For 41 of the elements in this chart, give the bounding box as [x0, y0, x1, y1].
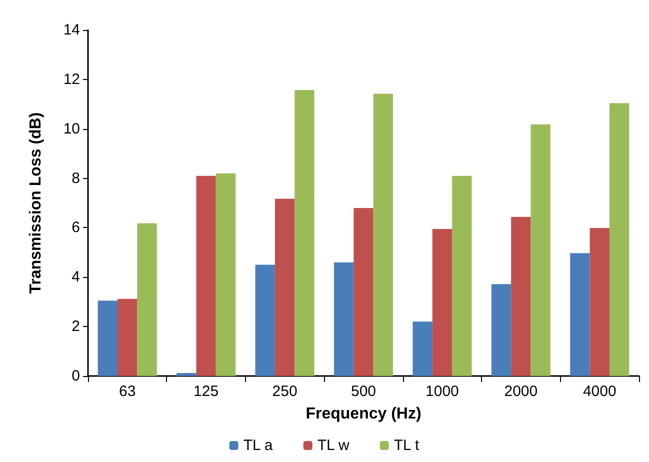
y-tick-label: 6 [72, 219, 80, 236]
legend-label: TL w [317, 437, 350, 454]
bar [354, 208, 374, 376]
x-tick-label: 63 [119, 383, 136, 400]
x-tick-label: 1000 [426, 383, 459, 400]
bar [274, 198, 295, 376]
y-tick-label: 4 [72, 268, 80, 286]
bar [334, 262, 354, 376]
bar [176, 373, 196, 376]
y-tick-label: 10 [63, 120, 80, 138]
bar [294, 90, 314, 376]
x-tick-label: 4000 [582, 383, 616, 400]
legend-label: TL t [394, 437, 420, 454]
bar [511, 216, 531, 376]
y-tick-label: 2 [72, 318, 80, 336]
x-tick-label: 125 [194, 383, 219, 400]
x-tick-label: 2000 [504, 383, 538, 400]
x-tick-label: 500 [350, 383, 376, 400]
bar [412, 322, 432, 376]
bar [373, 94, 394, 376]
bar [137, 223, 157, 376]
bar [530, 124, 550, 376]
bar [609, 103, 630, 376]
x-tick-label: 250 [272, 383, 298, 400]
bar [255, 264, 275, 376]
bar [590, 228, 610, 376]
bar [196, 176, 216, 376]
bar [118, 298, 138, 376]
x-axis-title: Frequency (Hz) [306, 406, 422, 422]
y-tick-label: 8 [72, 170, 80, 187]
y-tick-label: 14 [63, 22, 80, 38]
bar [98, 300, 118, 376]
bar [216, 173, 236, 376]
y-tick-label: 12 [63, 70, 80, 88]
legend-label: TL a [243, 437, 274, 454]
bar [432, 228, 452, 376]
y-axis-title: Transmission Loss (dB) [28, 112, 44, 294]
y-tick-label: 0 [72, 368, 80, 384]
bar [452, 176, 472, 376]
bar [491, 284, 512, 376]
bar [570, 253, 590, 376]
